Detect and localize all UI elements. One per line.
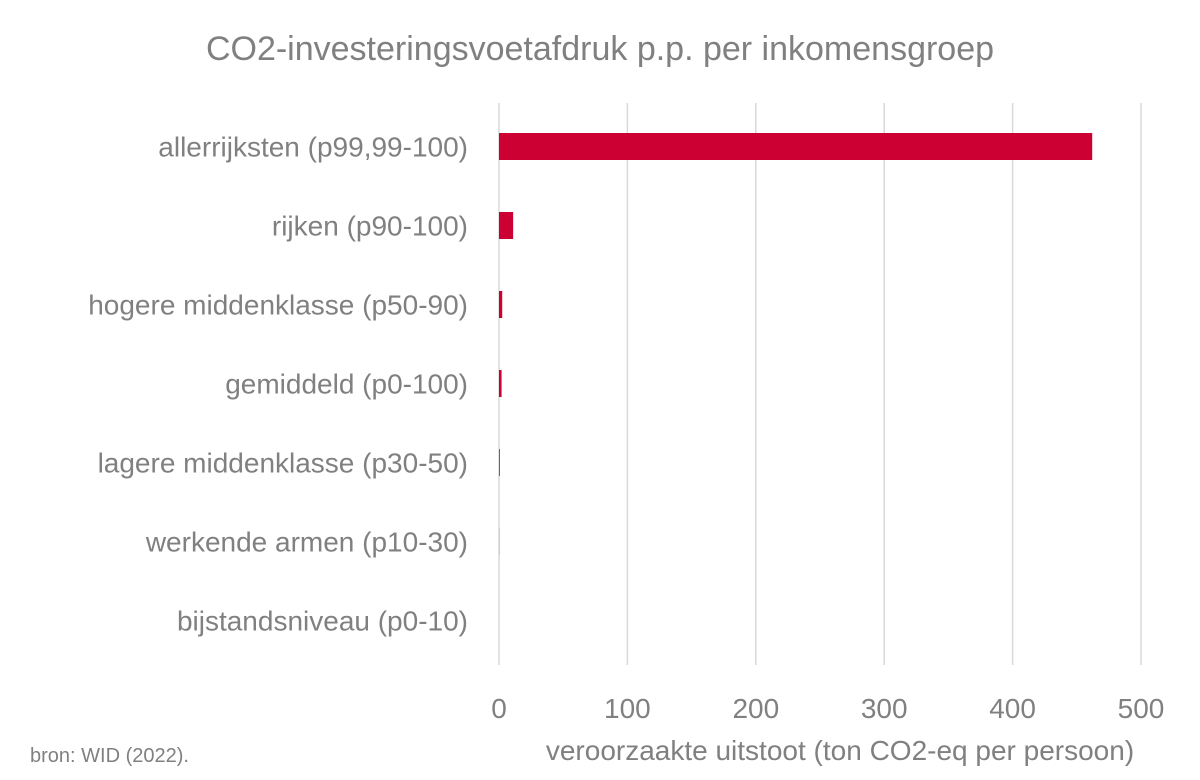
x-tick-label: 400 xyxy=(989,693,1036,724)
x-tick-label: 300 xyxy=(861,693,908,724)
x-tick-label: 100 xyxy=(604,693,651,724)
x-tick-label: 500 xyxy=(1118,693,1165,724)
x-tick-label: 0 xyxy=(491,693,507,724)
x-axis-label: veroorzaakte uitstoot (ton CO2-eq per pe… xyxy=(546,735,1134,766)
x-tick-label: 200 xyxy=(732,693,779,724)
bar xyxy=(499,212,514,239)
bars xyxy=(499,133,1093,555)
gridlines xyxy=(498,103,1142,665)
category-label: allerrijksten (p99,99-100) xyxy=(158,132,468,163)
category-label: werkende armen (p10-30) xyxy=(145,527,468,558)
bar xyxy=(499,370,502,397)
category-label: hogere middenklasse (p50-90) xyxy=(88,290,468,321)
bar xyxy=(499,291,503,318)
category-label: bijstandsniveau (p0-10) xyxy=(177,606,468,637)
bar xyxy=(499,449,500,476)
category-label: gemiddeld (p0-100) xyxy=(225,369,468,400)
category-labels: allerrijksten (p99,99-100) rijken (p90-10… xyxy=(88,132,468,637)
category-label: rijken (p90-100) xyxy=(272,211,468,242)
bar xyxy=(499,133,1093,160)
chart-title: CO2-investeringsvoetafdruk p.p. per inko… xyxy=(206,30,994,68)
category-label: lagere middenklasse (p30-50) xyxy=(98,448,468,479)
x-tick-labels: 0 100 200 300 400 500 xyxy=(491,693,1164,724)
source-note: bron: WID (2022). xyxy=(30,745,189,767)
